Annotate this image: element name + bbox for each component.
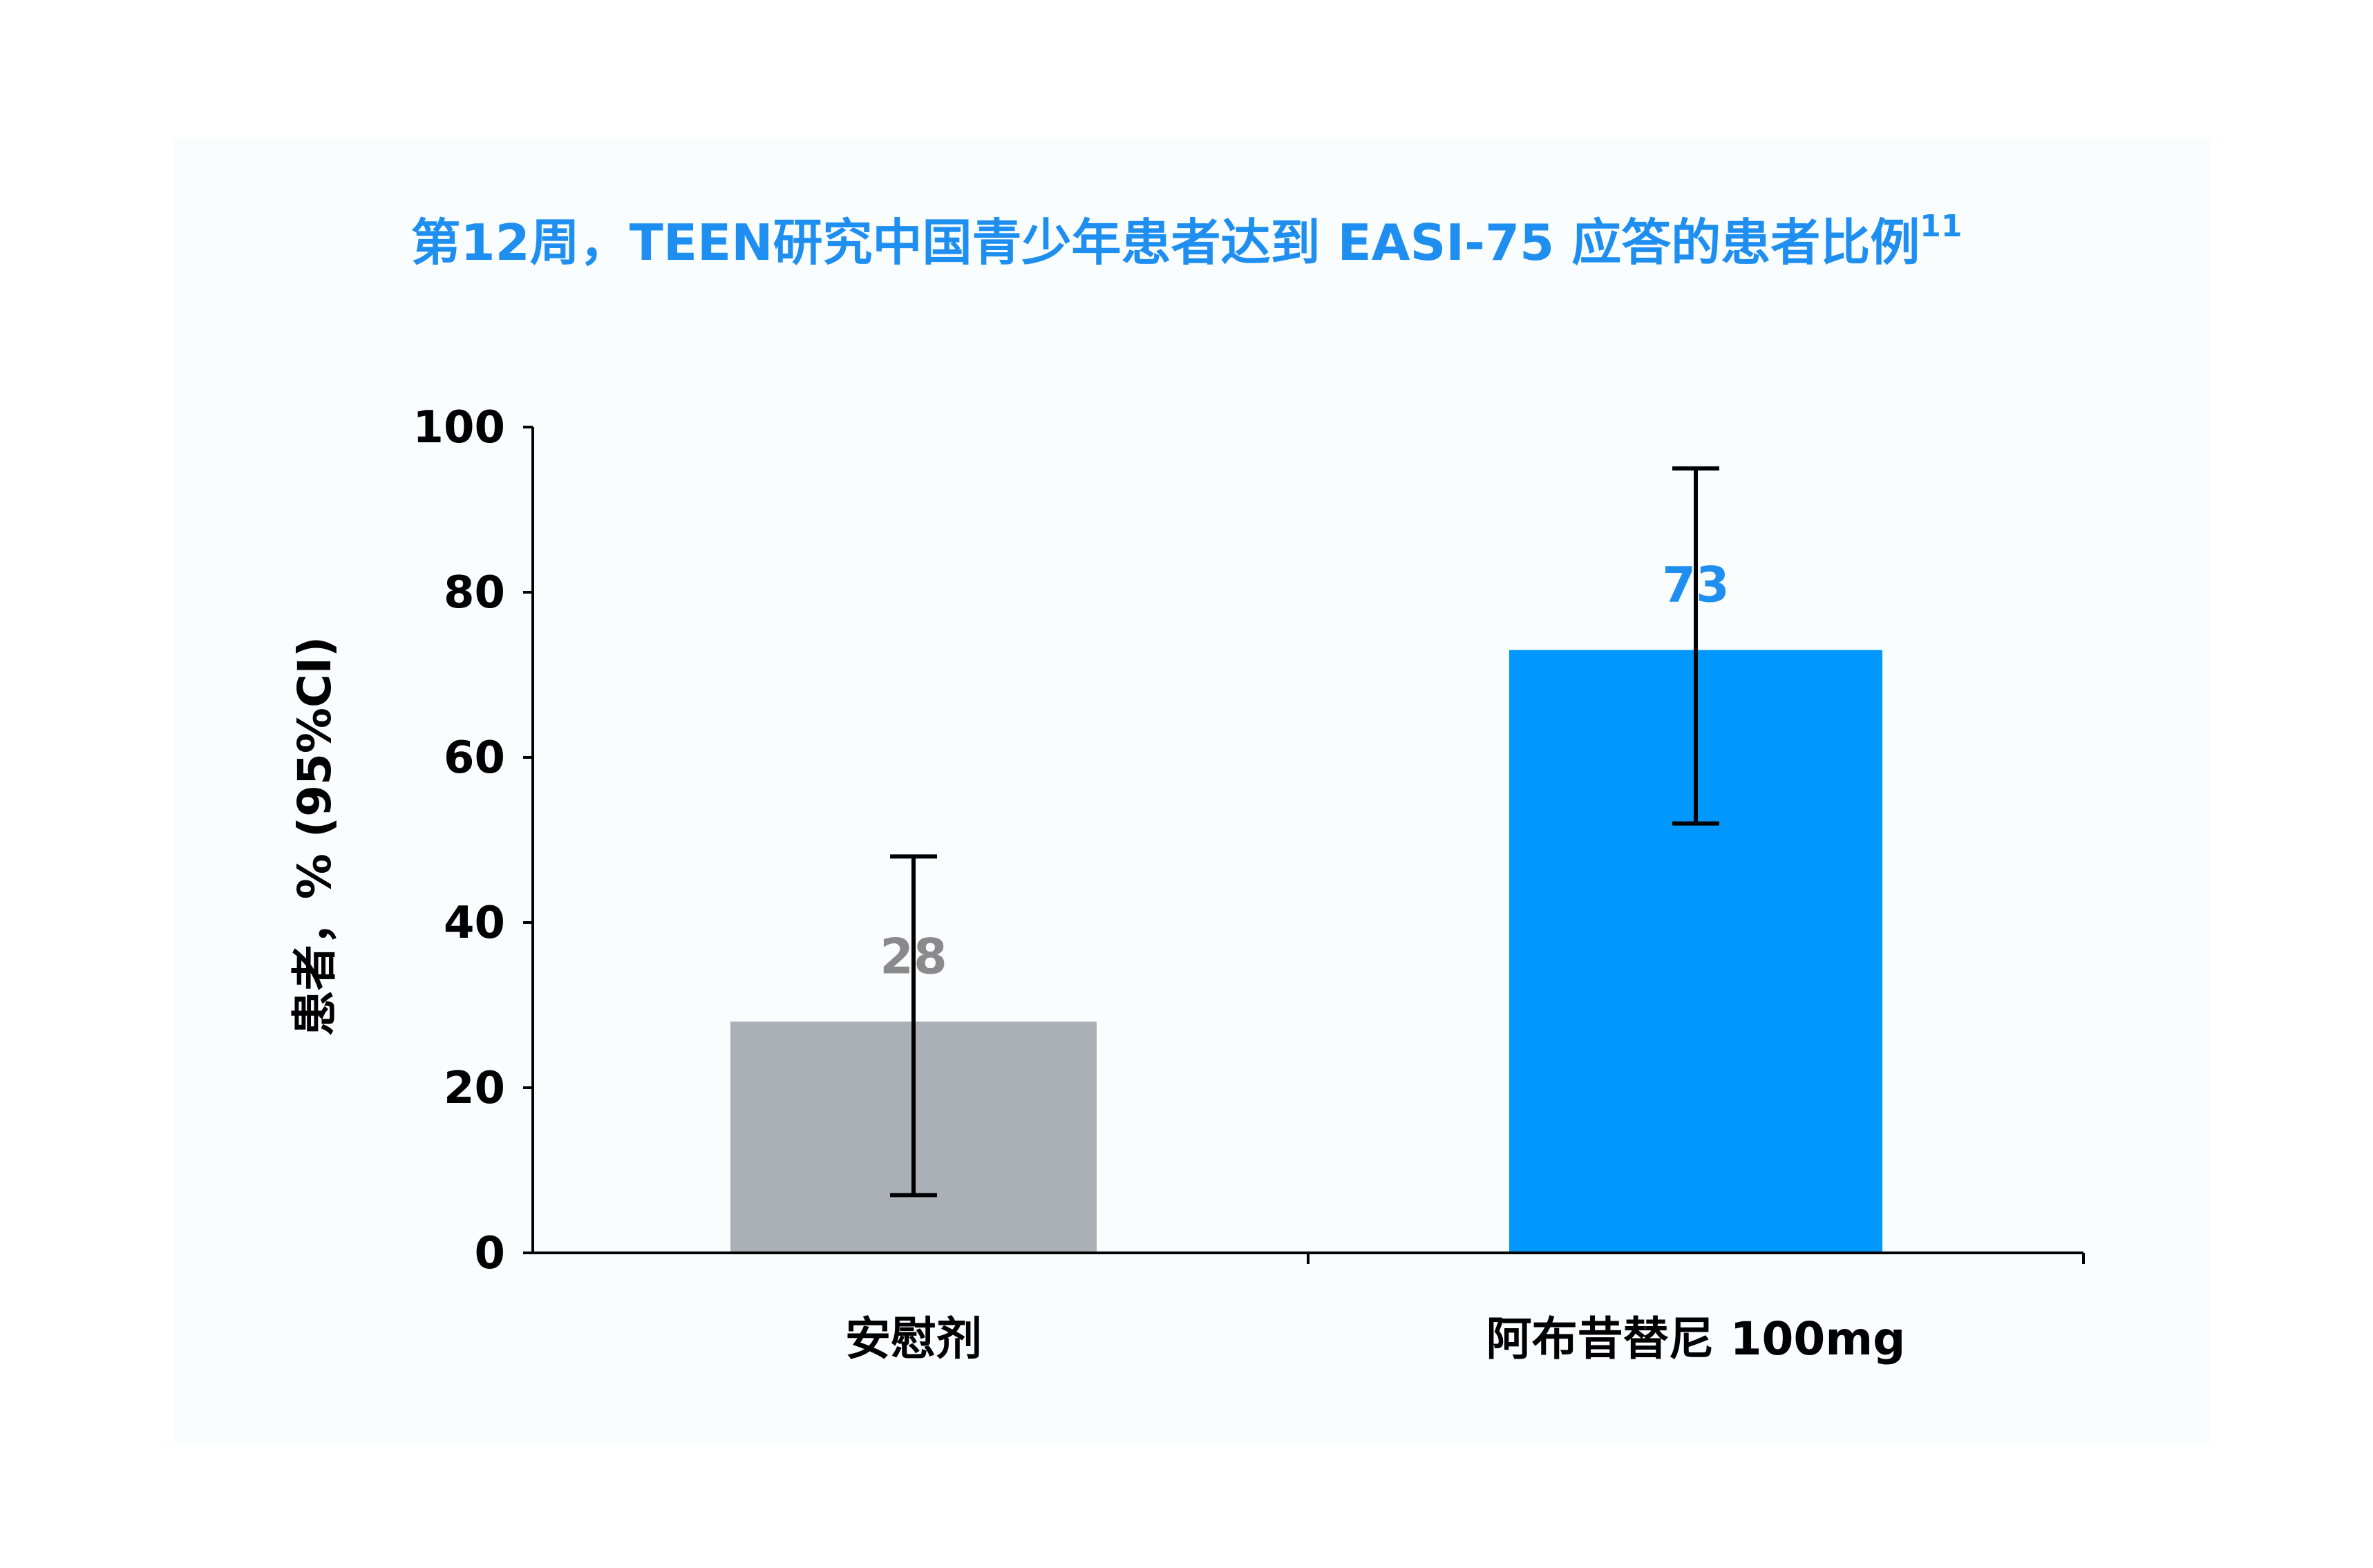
y-tick-label: 60 <box>444 733 505 784</box>
chart-title-superscript: 11 <box>1920 209 1963 244</box>
y-tick-label: 80 <box>444 567 505 618</box>
y-axis-label: 患者，% (95%CI) <box>288 636 341 1036</box>
chart-title: 第12周，TEEN研究中国青少年患者达到 EASI-75 应答的患者比例11 <box>0 202 2373 274</box>
category-label: 安慰剂 <box>845 1312 982 1366</box>
chart-title-text: 第12周，TEEN研究中国青少年患者达到 EASI-75 应答的患者比例 <box>410 214 1920 272</box>
y-tick-label: 100 <box>413 402 505 453</box>
y-tick-label: 20 <box>444 1063 505 1114</box>
category-label: 阿布昔替尼 100mg <box>1486 1312 1906 1366</box>
y-tick-label: 40 <box>444 898 505 949</box>
axes: 0 20 40 60 80 100 <box>413 402 2085 1279</box>
y-tick-label: 0 <box>474 1228 505 1279</box>
